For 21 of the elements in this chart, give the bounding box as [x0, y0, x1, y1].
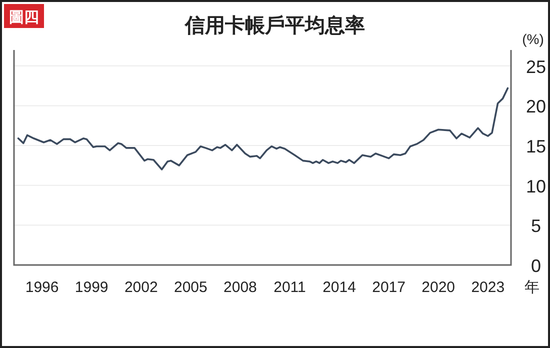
x-tick-label: 2014	[322, 279, 356, 296]
y-tick-label: 10	[526, 176, 546, 196]
x-tick-label: 1999	[74, 279, 108, 296]
chart-title: 信用卡帳戶平均息率	[184, 14, 365, 37]
y-tick-label: 20	[526, 96, 546, 117]
x-tick-label: 2017	[372, 279, 406, 296]
y-tick-label: 15	[526, 136, 546, 157]
x-tick-label: 2020	[422, 279, 456, 296]
annotation: 圖四	[4, 4, 44, 28]
y-tick-label: 25	[526, 56, 546, 77]
y-tick-label: 5	[530, 216, 542, 236]
line-series	[17, 87, 509, 170]
x-tick-label: 2002	[124, 279, 158, 296]
x-tick-label: 2011	[274, 279, 306, 296]
x-tick-label: 2008	[224, 279, 257, 296]
x-tick-label: 2023	[471, 279, 505, 296]
x-axis-title: 年	[524, 279, 540, 296]
x-tick-label: 1996	[25, 279, 59, 296]
y-tick-label: 0	[530, 256, 542, 276]
y-axis-title: (%)	[522, 31, 544, 47]
x-tick-label: 2005	[174, 279, 208, 296]
